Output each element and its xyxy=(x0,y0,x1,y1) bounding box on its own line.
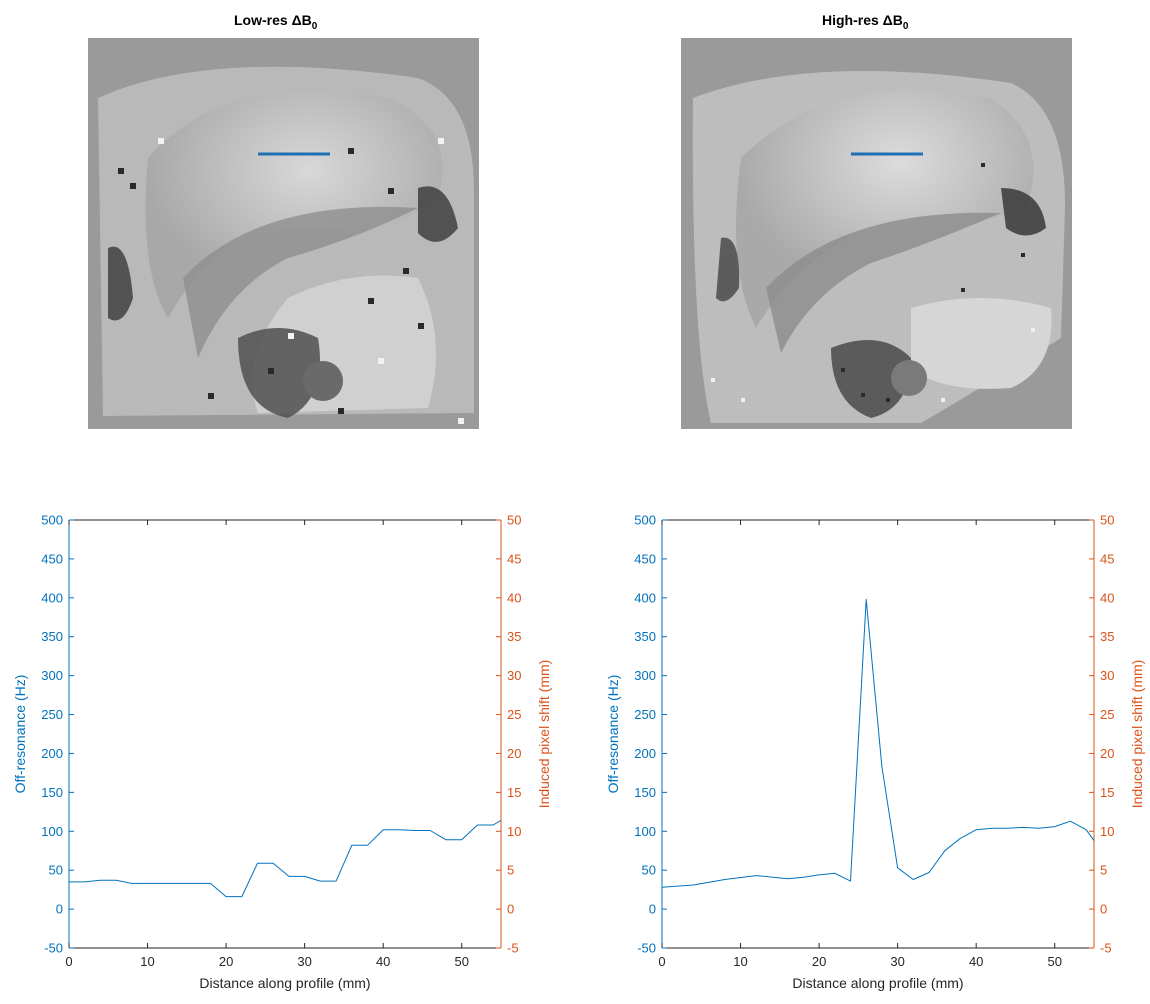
x-tick-label: 40 xyxy=(376,954,390,969)
y2-tick-label: 0 xyxy=(507,902,514,917)
x-tick-label: 0 xyxy=(658,954,665,969)
y2-tick-label: 25 xyxy=(507,707,521,722)
y2-tick-label: 45 xyxy=(1100,551,1114,566)
y-tick-label: 500 xyxy=(634,513,656,528)
y-tick-label: 250 xyxy=(634,707,656,722)
chart-left: 0 10 20 30 40 50-5005010015020025030035040045… xyxy=(12,513,552,992)
x-tick-label: 30 xyxy=(890,954,904,969)
x-tick-label: 40 xyxy=(969,954,983,969)
y-tick-label: 200 xyxy=(634,746,656,761)
y2-tick-label: 15 xyxy=(1100,785,1114,800)
x-tick-label: 10 xyxy=(733,954,747,969)
y2-tick-label: 10 xyxy=(1100,824,1114,839)
right-title-subscript: 0 xyxy=(902,20,909,32)
y2-axis-label: Induced pixel shift (mm) xyxy=(536,660,552,809)
y-axis-label: Off-resonance (Hz) xyxy=(12,675,28,794)
off-resonance-line xyxy=(661,598,1095,888)
y2-tick-label: 20 xyxy=(1100,746,1114,761)
y-tick-label: 400 xyxy=(41,590,63,605)
y2-tick-label: 0 xyxy=(1100,902,1107,917)
y2-tick-label: 20 xyxy=(507,746,521,761)
off-resonance-line xyxy=(69,819,502,898)
y2-tick-label: 30 xyxy=(1100,668,1114,683)
y2-tick-label: 50 xyxy=(1100,513,1114,528)
y2-tick-label: 10 xyxy=(507,824,521,839)
y-tick-label: -50 xyxy=(44,941,63,956)
y-tick-label: 100 xyxy=(41,824,63,839)
y-tick-label: 400 xyxy=(634,590,656,605)
left-title-subscript: 0 xyxy=(311,20,318,32)
y-tick-label: -50 xyxy=(637,941,656,956)
y2-tick-label: -5 xyxy=(1100,941,1112,956)
y2-tick-label: 35 xyxy=(1100,629,1114,644)
y2-tick-label: 40 xyxy=(1100,590,1114,605)
y2-tick-label: 50 xyxy=(507,513,521,528)
y-tick-label: 500 xyxy=(41,513,63,528)
y2-tick-label: 5 xyxy=(507,863,514,878)
y-tick-label: 0 xyxy=(56,902,63,917)
x-tick-label: 50 xyxy=(1047,954,1061,969)
x-tick-label: 20 xyxy=(219,954,233,969)
right-panel-title: High-res ΔB0 xyxy=(822,12,908,32)
x-tick-label: 30 xyxy=(297,954,311,969)
y2-tick-label: 5 xyxy=(1100,863,1107,878)
low-res-field-map xyxy=(88,38,479,429)
low-res-map-drawing xyxy=(88,38,479,429)
x-tick-label: 10 xyxy=(140,954,154,969)
y2-tick-label: 40 xyxy=(507,590,521,605)
y-tick-label: 100 xyxy=(634,824,656,839)
y2-tick-label: 25 xyxy=(1100,707,1114,722)
y2-tick-label: 15 xyxy=(507,785,521,800)
x-tick-label: 50 xyxy=(454,954,468,969)
y-tick-label: 50 xyxy=(642,863,656,878)
right-title-text: High-res ΔB xyxy=(822,12,903,28)
y-tick-label: 350 xyxy=(634,629,656,644)
y-tick-label: 0 xyxy=(649,902,656,917)
y2-tick-label: -5 xyxy=(507,941,519,956)
chart-right: 0 10 20 30 40 50-5005010015020025030035040045… xyxy=(605,513,1145,992)
y-tick-label: 150 xyxy=(41,785,63,800)
y-axis-label: Off-resonance (Hz) xyxy=(605,675,621,794)
y2-tick-label: 35 xyxy=(507,629,521,644)
y-tick-label: 300 xyxy=(41,668,63,683)
y-tick-label: 200 xyxy=(41,746,63,761)
y-tick-label: 250 xyxy=(41,707,63,722)
y-tick-label: 50 xyxy=(49,863,63,878)
y-tick-label: 450 xyxy=(41,551,63,566)
y2-tick-label: 45 xyxy=(507,551,521,566)
x-tick-label: 20 xyxy=(812,954,826,969)
left-title-text: Low-res ΔB xyxy=(234,12,312,28)
x-tick-label: 0 xyxy=(65,954,72,969)
y2-tick-label: 30 xyxy=(507,668,521,683)
y-tick-label: 300 xyxy=(634,668,656,683)
x-axis-label: Distance along profile (mm) xyxy=(199,975,370,991)
y2-axis-label: Induced pixel shift (mm) xyxy=(1129,660,1145,809)
high-res-map-drawing xyxy=(681,38,1072,429)
y-tick-label: 150 xyxy=(634,785,656,800)
left-panel-title: Low-res ΔB0 xyxy=(234,12,317,32)
x-axis-label: Distance along profile (mm) xyxy=(792,975,963,991)
y-tick-label: 450 xyxy=(634,551,656,566)
y-tick-label: 350 xyxy=(41,629,63,644)
high-res-field-map xyxy=(681,38,1072,429)
